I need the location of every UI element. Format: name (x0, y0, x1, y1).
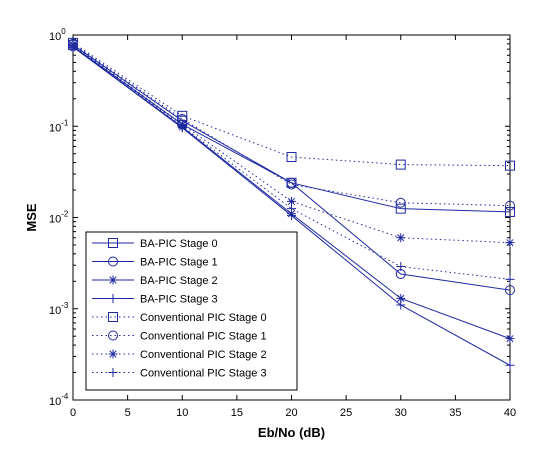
series-group (68, 37, 515, 370)
legend-box (85, 231, 298, 391)
x-axis-label: Eb/No (dB) (258, 425, 325, 440)
legend-label: BA-PIC Stage 3 (140, 294, 218, 306)
legend-marker (108, 238, 118, 248)
series-7 (68, 40, 515, 284)
x-tick-label: 5 (125, 407, 131, 419)
data-point-marker (505, 334, 515, 344)
x-tick-label: 0 (70, 407, 76, 419)
data-point-marker (505, 360, 515, 370)
data-point-marker (286, 179, 297, 190)
legend-label: BA-PIC Stage 2 (140, 275, 218, 287)
data-point-marker (395, 159, 406, 170)
x-tick-label: 20 (285, 407, 297, 419)
legend-marker (108, 275, 118, 285)
data-point-marker (396, 262, 406, 272)
legend-label: Conventional PIC Stage 0 (140, 312, 267, 324)
x-tick-label: 10 (176, 407, 188, 419)
legend-marker (108, 256, 118, 267)
y-tick-label: 100 (49, 27, 66, 43)
y-tick-label: 10-2 (49, 210, 69, 226)
series-line (72, 44, 511, 280)
legend-label: Conventional PIC Stage 2 (140, 349, 267, 361)
data-point-marker (68, 40, 78, 50)
data-point-marker (177, 121, 187, 131)
data-point-marker (505, 206, 515, 217)
data-point-marker (395, 197, 406, 208)
data-point-marker (505, 160, 515, 171)
series-line (72, 42, 511, 167)
data-point-marker (395, 203, 406, 214)
series-line (72, 44, 511, 244)
data-point-marker (505, 200, 515, 211)
data-point-marker (505, 238, 515, 248)
axis-ticks: 0 5 10 15 20 25 30 35 40 100 10-1 10-2 10-3 10-4 (49, 27, 516, 419)
y-axis-label: MSE (24, 203, 39, 232)
legend-label: Conventional PIC Stage 3 (140, 368, 267, 380)
legend-label: Conventional PIC Stage 1 (140, 331, 267, 343)
legend-marker (108, 330, 118, 341)
data-point-marker (396, 233, 406, 243)
data-point-marker (287, 196, 296, 206)
data-point-marker (505, 285, 515, 296)
data-point-marker (287, 204, 296, 214)
y-tick-label: 10-3 (49, 301, 69, 317)
data-point-marker (286, 152, 297, 163)
legend-marker (108, 368, 118, 377)
data-point-marker (396, 293, 406, 303)
data-point-marker (396, 300, 406, 310)
x-tick-label: 35 (449, 407, 461, 419)
y-tick-label: 10-1 (49, 118, 69, 134)
legend-marker (108, 349, 118, 359)
x-tick-label: 25 (340, 407, 352, 419)
legend-label: BA-PIC Stage 0 (140, 238, 218, 250)
legend-marker (108, 312, 118, 322)
y-tick-label: 10-4 (49, 392, 69, 408)
data-point-marker (505, 274, 515, 284)
legend: BA-PIC Stage 0 BA-PIC Stage 1 BA-PIC Stage… (85, 231, 298, 391)
legend-marker (108, 294, 118, 303)
x-tick-label: 30 (395, 407, 407, 419)
x-tick-label: 15 (231, 407, 243, 419)
legend-label: BA-PIC Stage 1 (140, 257, 218, 269)
x-tick-label: 40 (504, 407, 516, 419)
